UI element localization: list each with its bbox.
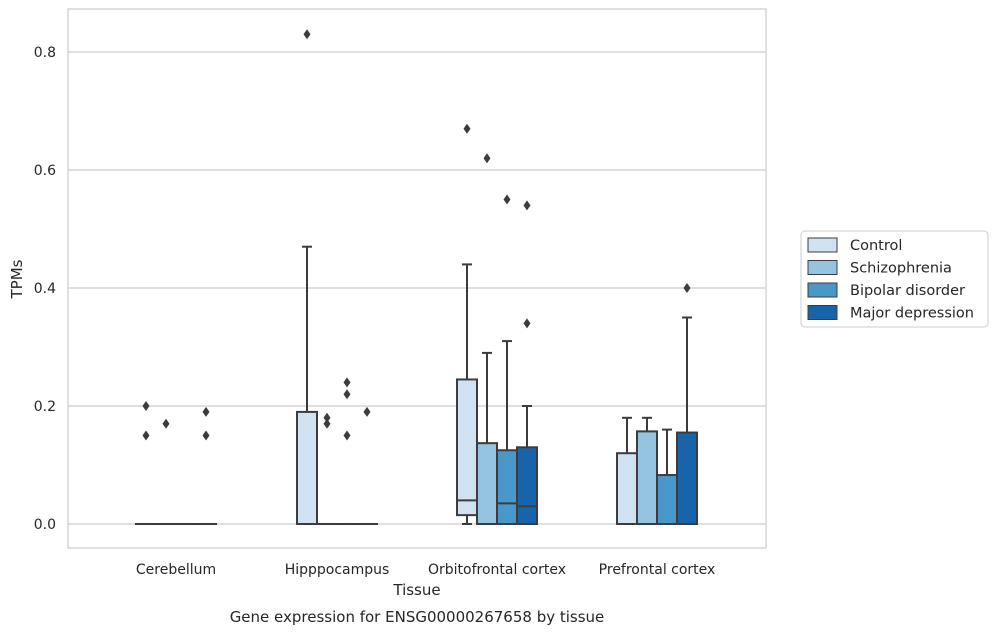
- outlier-point: [202, 430, 210, 441]
- box-group: [656, 428, 678, 525]
- legend-label: Bipolar disorder: [850, 283, 965, 299]
- outlier-point: [162, 418, 170, 429]
- box: [656, 474, 678, 525]
- chart-caption: Gene expression for ENSG00000267658 by t…: [230, 608, 605, 626]
- y-tick-label: 0.6: [34, 163, 56, 179]
- outlier-point: [463, 123, 471, 134]
- box-group: [296, 245, 318, 525]
- outlier-point: [323, 418, 331, 429]
- box: [456, 378, 478, 517]
- outlier-point: [483, 153, 491, 164]
- x-axis-label: Tissue: [392, 581, 440, 599]
- outliers: [142, 29, 691, 441]
- box-group: [516, 405, 538, 525]
- legend-frame: [800, 230, 989, 328]
- box: [496, 449, 518, 525]
- legend-swatch: [807, 305, 838, 320]
- box-group: [496, 340, 518, 525]
- outlier-point: [142, 401, 150, 411]
- box: [636, 430, 658, 525]
- box: [476, 442, 498, 526]
- plot-area-frame: [67, 8, 767, 549]
- legend-label: Control: [850, 238, 902, 254]
- box: [296, 410, 318, 525]
- legend: Control Schizophrenia Bipolar disorder Majo…: [800, 230, 989, 328]
- outlier-point: [343, 389, 351, 400]
- box: [616, 452, 638, 526]
- box-group: [676, 316, 698, 525]
- y-tick-label: 0.0: [34, 517, 56, 533]
- legend-label: Schizophrenia: [850, 261, 952, 277]
- legend-swatch: [807, 260, 838, 275]
- boxes: [135, 245, 698, 526]
- box-group: [636, 416, 658, 525]
- outlier-point: [523, 318, 531, 329]
- outlier-point: [523, 200, 531, 211]
- legend-swatch: [807, 282, 838, 298]
- outlier-point: [323, 412, 331, 423]
- legend-label: Major depression: [850, 306, 974, 322]
- x-tick-label: Cerebellum: [136, 562, 216, 578]
- box-group: [616, 416, 638, 526]
- x-axis-ticks: Cerebellum Hipppocampus Orbitofrontal cort…: [136, 562, 715, 578]
- y-tick-label: 0.4: [34, 281, 56, 297]
- y-axis-label: TPMs: [8, 259, 26, 299]
- outlier-point: [683, 283, 691, 293]
- outlier-point: [503, 194, 511, 205]
- outlier-point: [363, 406, 371, 417]
- box-group: [476, 351, 498, 526]
- outlier-point: [303, 29, 311, 40]
- legend-swatch: [807, 237, 838, 253]
- y-tick-label: 0.2: [34, 399, 56, 415]
- outlier-point: [142, 430, 150, 441]
- outlier-point: [343, 430, 351, 441]
- x-tick-label: Prefrontal cortex: [599, 562, 716, 578]
- outlier-point: [343, 377, 351, 388]
- gridlines: [68, 51, 766, 525]
- x-tick-label: Hipppocampus: [285, 562, 390, 578]
- box: [676, 431, 698, 525]
- y-axis-ticks: 0.0 0.2 0.4 0.6 0.8: [34, 45, 56, 533]
- box: [516, 446, 538, 525]
- box-group: [456, 263, 478, 525]
- x-tick-label: Orbitofrontal cortex: [428, 562, 566, 578]
- y-tick-label: 0.8: [34, 45, 56, 61]
- outlier-point: [202, 406, 210, 417]
